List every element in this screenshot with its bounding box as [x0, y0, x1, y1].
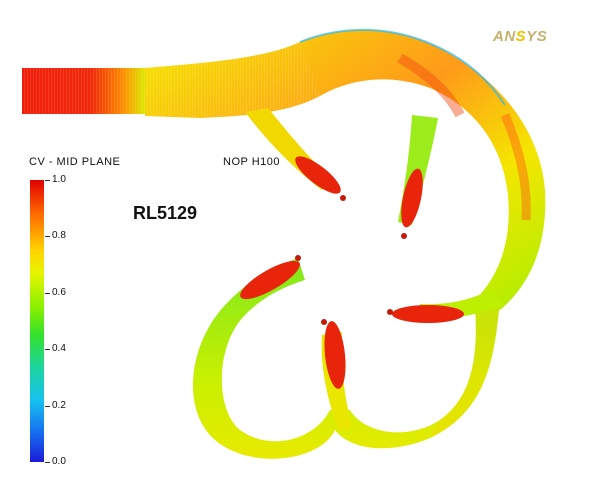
legend-tick-label: 0.8: [52, 230, 66, 242]
model-id: RL5129: [133, 203, 198, 223]
legend-tick-label: 1.0: [52, 174, 66, 185]
legend-tick-mark: [45, 180, 50, 181]
legend-tick-mark: [45, 292, 50, 294]
legend-tick-mark: [45, 349, 50, 351]
gate-1: [295, 156, 341, 194]
legend-tick-mark: [45, 405, 50, 407]
ansys-logo: ANSYS: [493, 28, 548, 45]
legend-tick-mark: [45, 462, 50, 463]
legend-tick-label: 0.0: [52, 456, 66, 467]
run-label: NOP H100: [223, 156, 280, 168]
legend-tick-label: 0.6: [52, 286, 66, 298]
gate-2: [401, 168, 423, 228]
gate-3: [240, 260, 300, 300]
gate-4: [392, 305, 464, 323]
legend-title: CV - MID PLANE: [29, 156, 121, 168]
color-legend-bar: [30, 180, 44, 462]
gate-5: [324, 321, 346, 389]
legend-tick-label: 0.4: [52, 343, 66, 355]
legend-tick-mark: [45, 236, 50, 238]
legend-tick-label: 0.2: [52, 399, 66, 411]
